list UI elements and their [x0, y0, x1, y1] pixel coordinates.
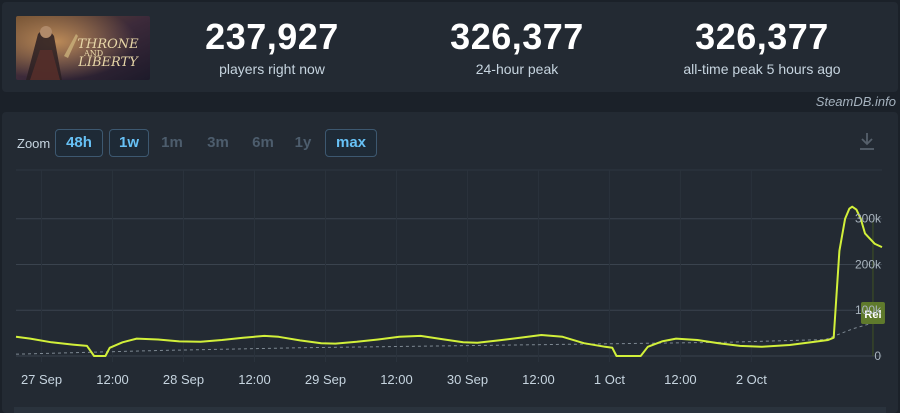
steamdb-credit[interactable]: SteamDB.info: [815, 94, 896, 109]
x-tick-label: 27 Sep: [21, 372, 62, 387]
zoom-48h-button[interactable]: 48h: [55, 129, 103, 157]
x-tick-label: 2 Oct: [736, 372, 767, 387]
x-tick-label: 12:00: [96, 372, 129, 387]
x-tick-label: 30 Sep: [447, 372, 488, 387]
x-tick-label: 29 Sep: [305, 372, 346, 387]
all-time-peak-label: all-time peak 5 hours ago: [683, 61, 841, 77]
y-tick-label: 0: [874, 349, 881, 363]
navigator-strip: [14, 407, 886, 413]
zoom-max-button[interactable]: max: [325, 129, 377, 157]
zoom-1y-button[interactable]: 1y: [294, 134, 312, 151]
x-tick-label: 12:00: [380, 372, 413, 387]
x-tick-label: 1 Oct: [594, 372, 625, 387]
all-time-peak-value: 326,377: [695, 16, 829, 57]
download-button[interactable]: [858, 131, 876, 156]
game-logo[interactable]: THRONE LIBERTY AND: [16, 16, 150, 80]
x-tick-label: 12:00: [522, 372, 555, 387]
series-line: [15, 205, 883, 357]
zoom-6m-button[interactable]: 6m: [252, 134, 274, 151]
svg-text:AND: AND: [83, 49, 103, 58]
x-tick-label: 12:00: [664, 372, 697, 387]
stat-24h-peak: 326,377 24-hour peak: [432, 16, 602, 78]
zoom-3m-button[interactable]: 3m: [207, 134, 229, 151]
zoom-1m-button[interactable]: 1m: [161, 134, 183, 151]
x-tick-label: 12:00: [238, 372, 271, 387]
peak-24h-value: 326,377: [450, 16, 584, 57]
trend-line: [15, 319, 883, 355]
chart-panel: Zoom 48h 1w 1m 3m 6m 1y max: [2, 112, 898, 413]
current-players-label: players right now: [219, 61, 325, 77]
peak-24h-label: 24-hour peak: [475, 61, 559, 77]
y-tick-label: 100k: [855, 303, 882, 317]
release-marker-label: Rel: [864, 309, 881, 321]
stats-bar: THRONE LIBERTY AND 237,927 players right…: [2, 2, 898, 92]
x-tick-label: 28 Sep: [163, 372, 204, 387]
stat-current-players: 237,927 players right now: [192, 16, 352, 78]
svg-text:THRONE: THRONE: [77, 37, 139, 52]
stat-all-time-peak: 326,377 all-time peak 5 hours ago: [662, 16, 862, 78]
zoom-1w-button[interactable]: 1w: [109, 129, 149, 157]
y-tick-label: 300k: [855, 212, 882, 226]
download-icon: [860, 133, 874, 150]
zoom-label: Zoom: [17, 136, 51, 151]
release-marker: [860, 302, 885, 324]
y-tick-label: 200k: [855, 257, 882, 271]
current-players-value: 237,927: [205, 16, 339, 57]
svg-text:LIBERTY: LIBERTY: [77, 55, 139, 70]
throne-and-liberty-logo: THRONE LIBERTY AND: [16, 16, 150, 80]
